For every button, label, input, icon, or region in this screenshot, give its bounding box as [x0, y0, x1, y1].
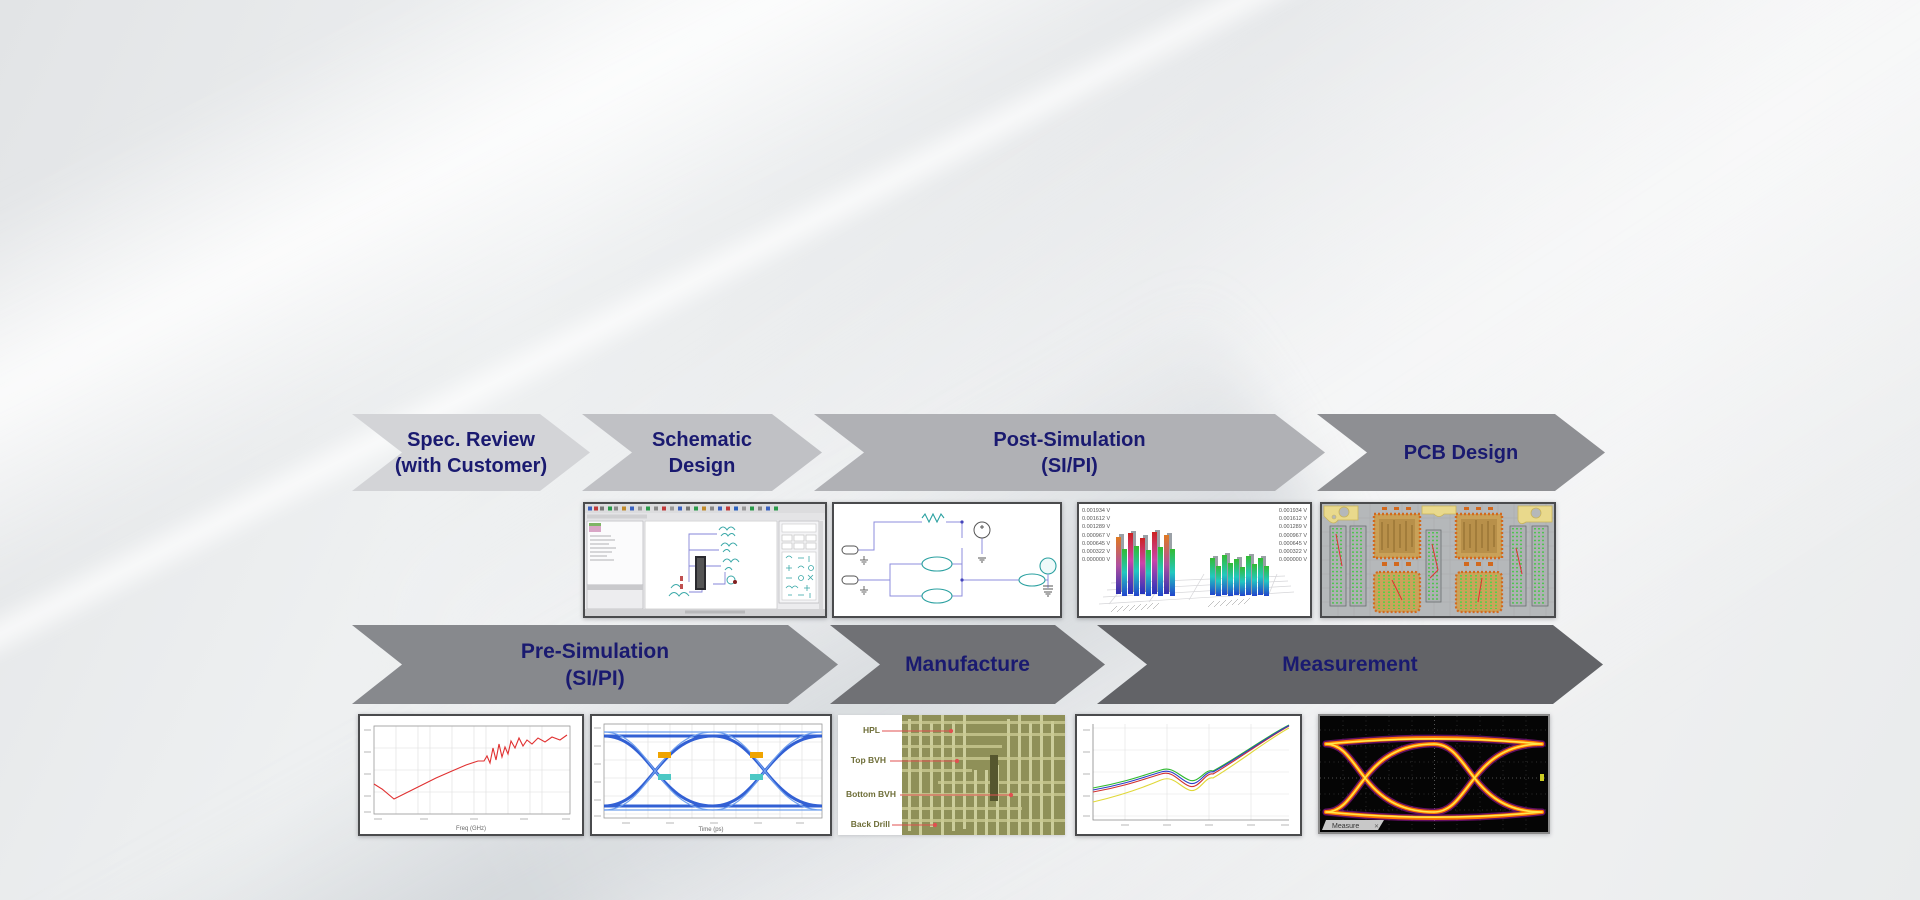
x-axis-caption: Time (ps) — [698, 827, 724, 833]
tree-text-lines — [590, 535, 616, 561]
thumbnail-pcb-layout — [1320, 502, 1556, 618]
right-bar-group — [1210, 553, 1269, 596]
flow-step-schematic-design: Schematic Design — [582, 414, 822, 491]
measure-tab: Measure ✕ — [1322, 820, 1384, 830]
ports-and-source — [841, 521, 1053, 597]
measurement-traces — [1092, 724, 1290, 803]
red-trace — [373, 734, 568, 800]
axis-tick-labels — [364, 729, 570, 820]
step-label: (SI/PI) — [565, 666, 625, 690]
palette-buttons — [781, 534, 817, 550]
thumbnail-manufacture-xray: HPL Top BVH Bottom BVH Back Drill — [838, 715, 1065, 835]
connector-strips — [1329, 525, 1549, 607]
slanted-tick-marks — [1110, 597, 1251, 613]
step-label: (SI/PI) — [1041, 454, 1098, 477]
xray-image — [838, 715, 1065, 835]
small-pads — [1382, 507, 1493, 566]
bar-chart-3d-image — [1079, 504, 1310, 616]
xray-label-bottom-bvh: Bottom BVH — [845, 789, 896, 799]
toolbar-icons — [588, 506, 778, 511]
qfp-footprints-bottom — [1372, 570, 1504, 614]
step-label: (with Customer) — [394, 454, 548, 477]
bar-chart-axis-labels-right: 0.001934 V 0.001612 V 0.001289 V 0.00096… — [1278, 508, 1307, 564]
close-icon: ✕ — [1374, 824, 1379, 830]
eye-markers — [658, 752, 763, 780]
blue-eye-diagram-image — [592, 716, 830, 834]
probe-component — [1039, 557, 1057, 575]
step-label: PCB Design — [1403, 441, 1519, 464]
step-label: Manufacture — [905, 653, 1030, 676]
leader-lines — [882, 728, 1014, 828]
flow-step-manufacture: Manufacture — [830, 625, 1105, 704]
xray-label-back-drill: Back Drill — [850, 819, 890, 829]
frequency-plot-image — [360, 716, 582, 834]
flow-step-spec-review: Spec. Review (with Customer) — [352, 414, 590, 491]
plot-grid — [374, 725, 570, 815]
step-label: Pre-Simulation — [520, 639, 670, 663]
flow-step-measurement: Measurement — [1097, 625, 1603, 704]
thumbnail-3d-bar-chart: 0.001934 V 0.001612 V 0.001289 V 0.00096… — [1077, 502, 1312, 618]
flow-step-pcb-design: PCB Design — [1317, 414, 1605, 491]
axis-tick-labels — [594, 727, 804, 824]
xray-label-top-bvh: Top BVH — [850, 755, 886, 765]
airwires — [1335, 533, 1523, 603]
port-grounds — [860, 556, 868, 595]
circuit-simulation-image — [834, 504, 1060, 616]
step-label: Post-Simulation — [993, 428, 1146, 451]
step-label: Measurement — [1282, 653, 1418, 676]
measurement-plot-image — [1077, 716, 1300, 834]
step-label: Spec. Review — [407, 428, 535, 451]
x-axis-caption: Freq (GHz) — [456, 826, 486, 832]
thumbnail-schematic-editor — [583, 502, 827, 618]
xray-label-hpl: HPL — [863, 725, 880, 735]
left-bar-group — [1116, 530, 1175, 596]
symbol-palette — [785, 555, 814, 598]
flow-step-post-simulation: Post-Simulation (SI/PI) — [814, 414, 1325, 491]
thumbnail-circuit-simulation — [832, 502, 1062, 618]
measure-tab-label: Measure — [1332, 823, 1359, 830]
thumbnail-presim-eye-diagram: Time (ps) — [590, 714, 832, 836]
bar-chart-axis-labels-left: 0.001934 V 0.001612 V 0.001289 V 0.00096… — [1082, 508, 1111, 564]
flow-step-pre-simulation: Pre-Simulation (SI/PI) — [352, 625, 838, 704]
step-label: Design — [668, 454, 736, 477]
pcb-layout-image — [1322, 504, 1554, 616]
eye-core — [1325, 737, 1543, 819]
thumbnail-measurement-eye-diagram: Measure ✕ — [1318, 714, 1550, 834]
schematic-editor-image — [585, 504, 825, 616]
trigger-marker — [1540, 774, 1544, 781]
axis-tick-labels — [1083, 729, 1289, 826]
tline-components — [921, 512, 1046, 604]
thumbnail-measurement-plot — [1075, 714, 1302, 836]
qfp-footprints-top — [1372, 512, 1504, 560]
eye-traces-light — [603, 731, 823, 811]
plot-grid — [1093, 724, 1289, 820]
step-label: Schematic — [651, 428, 753, 451]
keepout-regions — [1323, 505, 1553, 524]
axes — [1092, 724, 1289, 821]
scope-eye-image: Measure ✕ — [1320, 716, 1548, 832]
thumbnail-presim-frequency-plot: Freq (GHz) — [358, 714, 584, 836]
